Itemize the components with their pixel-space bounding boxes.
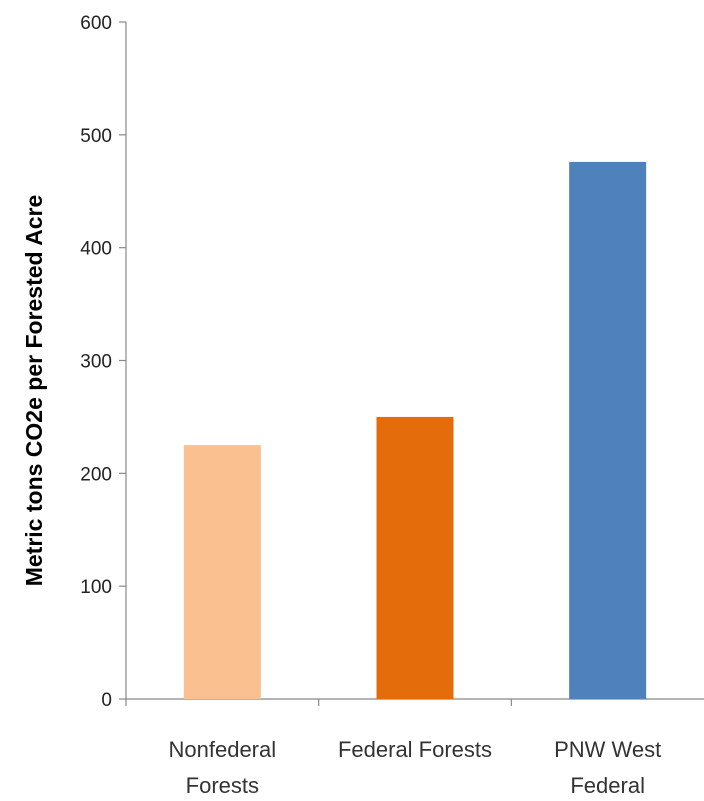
category-label: Nonfederal — [169, 737, 277, 762]
category-labels: Nonfederal Forests Federal Forests PNW West… — [169, 737, 662, 798]
y-tick-label: 200 — [80, 464, 112, 485]
bar — [569, 161, 647, 699]
category-label: Federal — [570, 773, 645, 798]
x-axis-ticks — [125, 699, 512, 706]
y-tick-label: 400 — [80, 239, 112, 260]
bars — [183, 161, 647, 699]
y-tick-label: 100 — [80, 577, 112, 598]
category-label: Forests — [186, 773, 259, 798]
y-axis-ticks: 0 100 200 300 400 500 600 — [80, 13, 126, 711]
bar — [183, 445, 261, 699]
category-label: Federal Forests — [338, 737, 492, 762]
y-tick-label: 600 — [80, 13, 112, 34]
y-tick-label: 500 — [80, 126, 112, 147]
y-tick-label: 0 — [101, 690, 112, 711]
bar — [376, 416, 454, 699]
category-label: PNW West — [554, 737, 661, 762]
y-axis-title: Metric tons CO2e per Forested Acre — [21, 195, 47, 587]
y-tick-label: 300 — [80, 352, 112, 373]
